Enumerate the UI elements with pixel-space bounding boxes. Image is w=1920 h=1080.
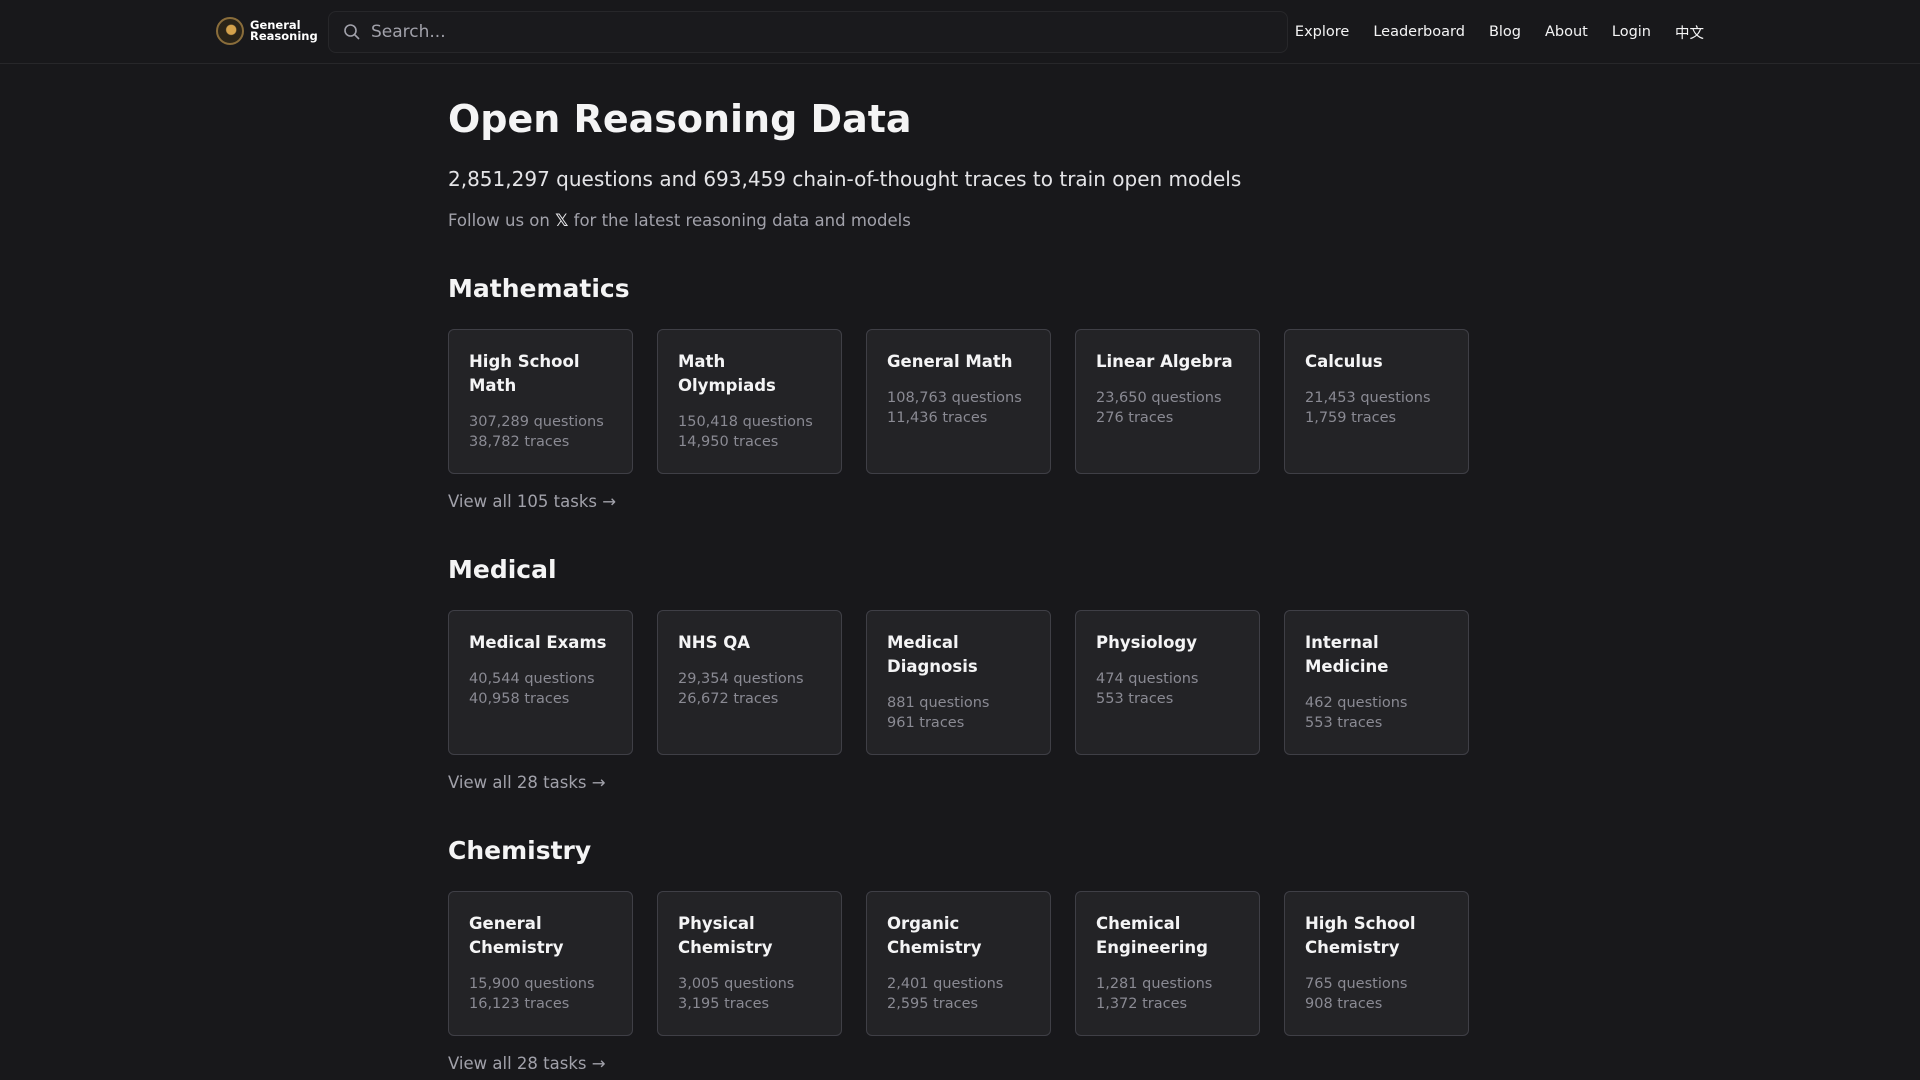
- follow-line: Follow us on 𝕏 for the latest reasoning …: [448, 211, 1472, 230]
- task-traces: 908 traces: [1305, 996, 1383, 1012]
- main-content: Open Reasoning Data 2,851,297 questions …: [448, 64, 1472, 1073]
- task-questions: 29,354 questions: [678, 671, 804, 687]
- task-questions: 108,763 questions: [887, 390, 1022, 406]
- task-traces: 2,595 traces: [887, 996, 979, 1012]
- task-title: Calculus: [1305, 352, 1383, 371]
- task-traces: 14,950 traces: [678, 434, 779, 450]
- task-title: High School Chemistry: [1305, 914, 1416, 957]
- logo-line1: General: [250, 18, 301, 32]
- task-traces: 1,759 traces: [1305, 410, 1397, 426]
- task-card[interactable]: Internal Medicine 462 questions 553 traces: [1284, 610, 1469, 755]
- task-traces: 553 traces: [1305, 715, 1383, 731]
- task-card[interactable]: Medical Diagnosis 881 questions 961 traces: [866, 610, 1051, 755]
- task-traces: 961 traces: [887, 715, 965, 731]
- nav-language[interactable]: 中文: [1675, 25, 1704, 42]
- section-medical: Medical Medical Exams 40,544 questions 40,9…: [448, 555, 1472, 792]
- task-title: NHS QA: [678, 633, 751, 652]
- task-questions: 40,544 questions: [469, 671, 595, 687]
- task-traces: 553 traces: [1096, 691, 1174, 707]
- task-title: Internal Medicine: [1305, 633, 1389, 676]
- task-title: Organic Chemistry: [887, 914, 982, 957]
- nav-blog[interactable]: Blog: [1488, 24, 1521, 40]
- task-title: Physical Chemistry: [678, 914, 773, 957]
- task-questions: 462 questions: [1305, 695, 1408, 711]
- task-traces: 26,672 traces: [678, 691, 779, 707]
- logo-icon: [216, 17, 244, 45]
- task-title: Linear Algebra: [1096, 352, 1233, 371]
- follow-prefix: Follow us on: [448, 211, 550, 230]
- section-title: Mathematics: [448, 274, 630, 303]
- task-questions: 150,418 questions: [678, 414, 813, 430]
- task-card[interactable]: Medical Exams 40,544 questions 40,958 trac…: [448, 610, 633, 755]
- task-card[interactable]: Linear Algebra 23,650 questions 276 traces: [1075, 329, 1260, 474]
- task-questions: 3,005 questions: [678, 976, 795, 992]
- task-card[interactable]: High School Math 307,289 questions 38,782 …: [448, 329, 633, 474]
- section-title: Medical: [448, 555, 557, 584]
- task-title: Medical Exams: [469, 633, 607, 652]
- task-card[interactable]: General Math 108,763 questions 11,436 trac…: [866, 329, 1051, 474]
- task-questions: 23,650 questions: [1096, 390, 1222, 406]
- task-title: Medical Diagnosis: [887, 633, 978, 676]
- section-chemistry: Chemistry General Chemistry 15,900 questio…: [448, 836, 1472, 1073]
- nav-login[interactable]: Login: [1611, 24, 1651, 40]
- section-mathematics: Mathematics High School Math 307,289 quest…: [448, 274, 1472, 511]
- task-title: Physiology: [1096, 633, 1197, 652]
- task-title: General Math: [887, 352, 1013, 371]
- view-all-link[interactable]: View all 105 tasks →: [448, 492, 617, 511]
- search-icon: [344, 24, 360, 40]
- task-questions: 15,900 questions: [469, 976, 595, 992]
- task-questions: 2,401 questions: [887, 976, 1004, 992]
- task-questions: 21,453 questions: [1305, 390, 1431, 406]
- task-card[interactable]: Physical Chemistry 3,005 questions 3,195 t…: [657, 891, 842, 1036]
- task-traces: 1,372 traces: [1096, 996, 1188, 1012]
- task-title: High School Math: [469, 352, 580, 395]
- task-card[interactable]: Chemical Engineering 1,281 questions 1,372…: [1075, 891, 1260, 1036]
- task-questions: 474 questions: [1096, 671, 1199, 687]
- task-card[interactable]: Math Olympiads 150,418 questions 14,950 tr…: [657, 329, 842, 474]
- task-card[interactable]: Calculus 21,453 questions 1,759 traces: [1284, 329, 1469, 474]
- task-card[interactable]: Organic Chemistry 2,401 questions 2,595 tr…: [866, 891, 1051, 1036]
- task-traces: 3,195 traces: [678, 996, 770, 1012]
- task-title: Math Olympiads: [678, 352, 776, 395]
- logo-line2: Reasoning: [250, 29, 318, 43]
- page-title: Open Reasoning Data: [448, 97, 912, 141]
- logo[interactable]: General Reasoning: [216, 17, 318, 45]
- x-logo-icon[interactable]: 𝕏: [555, 211, 569, 230]
- task-traces: 38,782 traces: [469, 434, 570, 450]
- follow-suffix: for the latest reasoning data and models: [573, 211, 911, 230]
- view-all-link[interactable]: View all 28 tasks →: [448, 773, 606, 792]
- task-traces: 16,123 traces: [469, 996, 570, 1012]
- nav-explore[interactable]: Explore: [1294, 24, 1350, 40]
- nav-leaderboard[interactable]: Leaderboard: [1373, 24, 1465, 40]
- task-card[interactable]: High School Chemistry 765 questions 908 tr…: [1284, 891, 1469, 1036]
- task-questions: 881 questions: [887, 695, 990, 711]
- search-input[interactable]: [371, 22, 1251, 42]
- task-card[interactable]: NHS QA 29,354 questions 26,672 traces: [657, 610, 842, 755]
- task-title: Chemical Engineering: [1096, 914, 1208, 957]
- view-all-link[interactable]: View all 28 tasks →: [448, 1054, 606, 1073]
- section-title: Chemistry: [448, 836, 592, 865]
- task-questions: 765 questions: [1305, 976, 1408, 992]
- task-title: General Chemistry: [469, 914, 564, 957]
- task-questions: 1,281 questions: [1096, 976, 1213, 992]
- task-questions: 307,289 questions: [469, 414, 604, 430]
- nav-about[interactable]: About: [1545, 24, 1588, 40]
- task-traces: 40,958 traces: [469, 691, 570, 707]
- task-traces: 276 traces: [1096, 410, 1174, 426]
- task-card[interactable]: General Chemistry 15,900 questions 16,123 …: [448, 891, 633, 1036]
- search-box[interactable]: [328, 11, 1288, 53]
- task-traces: 11,436 traces: [887, 410, 988, 426]
- task-card[interactable]: Physiology 474 questions 553 traces: [1075, 610, 1260, 755]
- page-subtitle: 2,851,297 questions and 693,459 chain-of…: [448, 167, 1242, 191]
